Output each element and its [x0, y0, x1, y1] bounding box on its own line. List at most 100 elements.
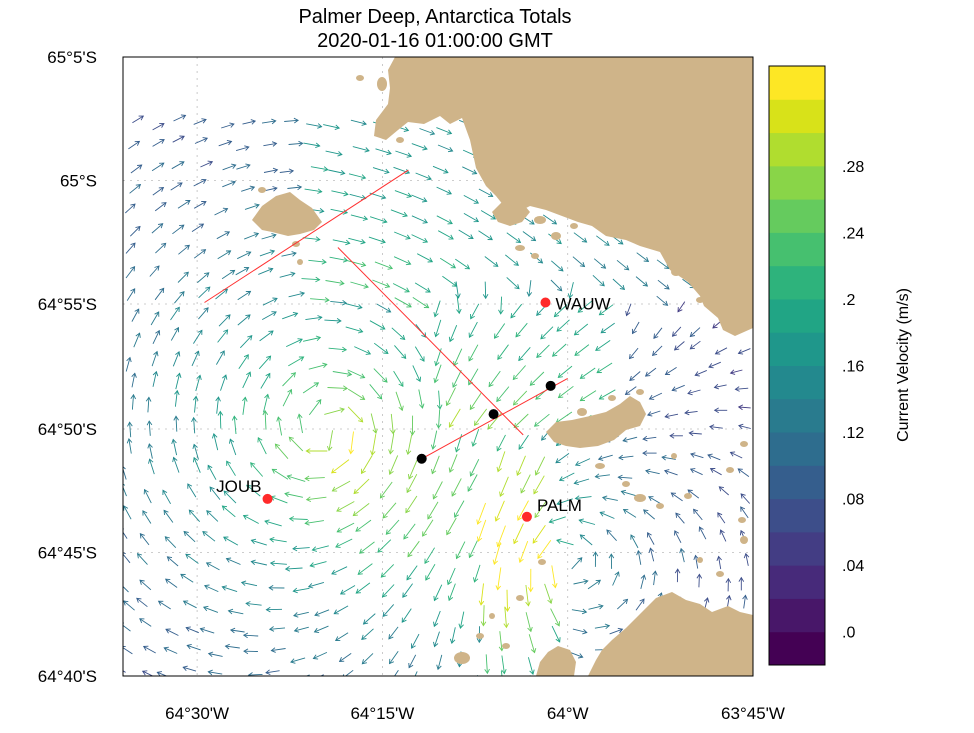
current-vector: [221, 269, 236, 280]
current-vector: [551, 260, 564, 272]
current-vector: [742, 594, 748, 609]
current-vector: [630, 534, 639, 549]
current-vector: [407, 540, 420, 558]
current-vector: [631, 321, 640, 335]
current-vector: [382, 502, 397, 519]
current-vector: [311, 545, 329, 552]
current-vector: [325, 280, 345, 286]
current-vector: [484, 256, 499, 267]
current-vector: [293, 611, 309, 618]
current-vector: [368, 236, 386, 244]
current-vector: [191, 223, 205, 232]
colorbar-swatch: [769, 498, 825, 533]
current-vector: [517, 500, 529, 521]
current-vector: [578, 518, 596, 525]
current-vector: [308, 398, 322, 416]
current-vector: [372, 279, 391, 289]
current-vector: [152, 122, 165, 131]
current-vector: [393, 256, 412, 266]
current-vector: [172, 456, 180, 473]
current-vector: [172, 350, 181, 367]
current-vector: [338, 653, 352, 662]
current-vector: [500, 670, 503, 676]
current-vector: [593, 258, 607, 269]
current-vector: [707, 453, 721, 461]
current-vector: [164, 578, 178, 588]
current-vector: [434, 319, 442, 338]
current-vector: [449, 627, 456, 645]
current-vector: [152, 186, 165, 196]
current-vector: [361, 653, 374, 665]
current-vector: [336, 522, 355, 533]
current-vector: [205, 562, 220, 571]
current-vector: [553, 304, 568, 318]
colorbar-swatch: [769, 132, 825, 167]
current-vector: [640, 574, 647, 590]
station-marker-joub: [262, 493, 273, 504]
current-vector: [151, 350, 159, 367]
current-vector: [550, 279, 563, 292]
current-vector: [143, 488, 152, 504]
current-vector: [515, 322, 528, 338]
current-vector: [395, 150, 413, 158]
current-vector: [743, 552, 750, 566]
current-vector: [643, 509, 655, 520]
current-vector: [689, 327, 701, 338]
lat-tick-label: 64°45'S: [38, 543, 97, 562]
current-vector: [345, 303, 363, 310]
current-vector: [646, 532, 655, 545]
current-vector: [207, 464, 217, 480]
current-vector: [151, 223, 164, 234]
latitude-tick-labels: 64°40'S 64°45'S 64°50'S 64°55'S 65°S 65°5'S: [38, 48, 97, 686]
current-vector: [154, 287, 165, 301]
current-vector: [202, 531, 216, 542]
current-vector: [186, 643, 201, 651]
current-vector: [265, 606, 283, 613]
transect-line: [337, 247, 524, 436]
current-vector: [635, 276, 649, 287]
current-vector: [624, 386, 637, 396]
current-vector: [263, 141, 278, 147]
current-vector: [713, 383, 727, 390]
current-vector: [352, 503, 370, 517]
current-vector: [462, 166, 478, 175]
current-vector: [435, 677, 440, 691]
current-vector: [557, 365, 573, 378]
current-vector: [506, 277, 520, 290]
current-vector: [455, 281, 461, 299]
current-vector: [574, 495, 592, 501]
current-vector: [239, 335, 253, 349]
current-vector: [123, 505, 132, 520]
current-vector: [436, 654, 443, 671]
current-vector: [182, 600, 197, 609]
current-vector: [448, 454, 458, 473]
current-vector: [644, 367, 657, 377]
current-vector: [305, 496, 327, 503]
current-vector: [162, 489, 171, 505]
current-vector: [347, 369, 366, 379]
current-vector: [302, 382, 320, 394]
current-vector: [598, 304, 614, 316]
current-vector: [129, 183, 142, 194]
current-vector: [263, 393, 270, 413]
current-vector: [157, 600, 171, 610]
current-vector: [200, 160, 214, 168]
current-vector: [364, 679, 374, 689]
current-vector: [226, 460, 236, 476]
lat-tick-label: 65°S: [60, 172, 97, 191]
current-vector: [173, 415, 179, 432]
current-vector: [617, 474, 633, 481]
current-vector: [574, 458, 591, 467]
current-vector: [394, 231, 411, 240]
current-vector: [304, 520, 324, 526]
current-vector: [221, 505, 236, 518]
current-vector: [556, 319, 570, 332]
current-vector: [455, 541, 466, 560]
current-vector: [246, 484, 261, 497]
current-vector: [362, 613, 376, 625]
current-vector: [618, 454, 634, 461]
current-vector: [573, 323, 589, 336]
current-vector: [499, 476, 509, 498]
current-vector: [123, 670, 126, 673]
